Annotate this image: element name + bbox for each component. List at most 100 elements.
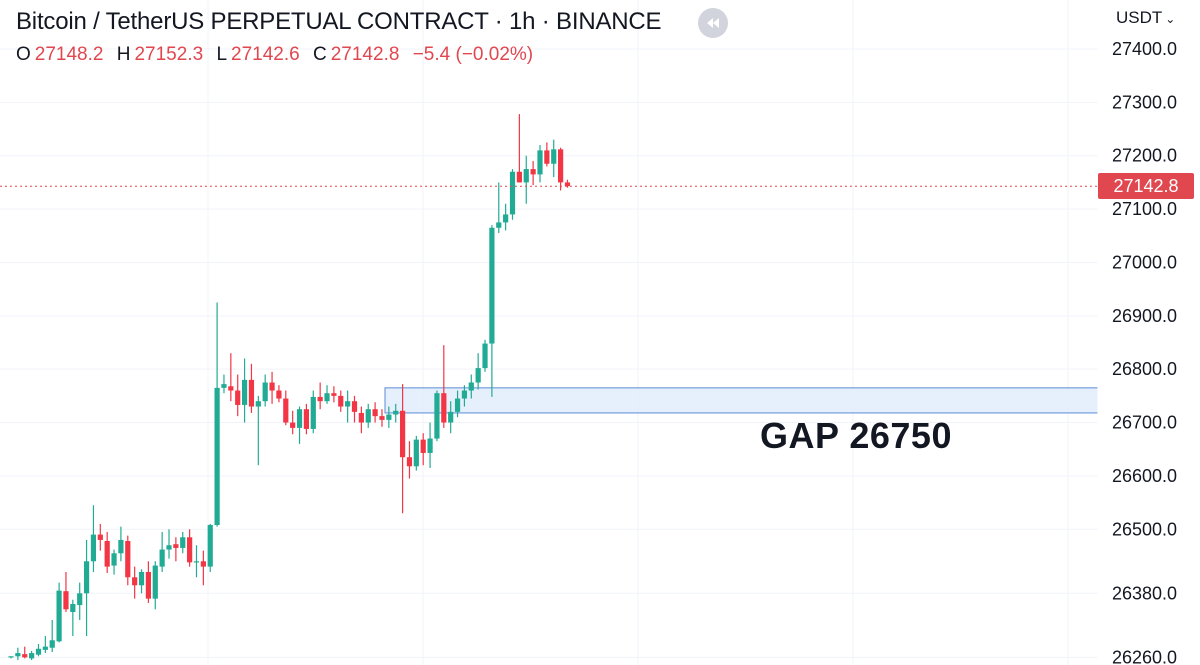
candle-body bbox=[406, 457, 413, 467]
y-tick-label: 26600.0 bbox=[1112, 466, 1177, 486]
candle-body bbox=[461, 390, 468, 399]
rewind-icon[interactable] bbox=[698, 8, 728, 38]
candle-body bbox=[77, 593, 83, 606]
ohlc-low-key: L bbox=[216, 44, 228, 65]
candle-body bbox=[448, 411, 454, 423]
candle-body bbox=[241, 379, 248, 405]
candle-body bbox=[187, 537, 193, 563]
candle-body bbox=[317, 396, 323, 402]
candle-body bbox=[338, 395, 344, 407]
ohlc-high-value: 27152.3 bbox=[134, 44, 204, 65]
y-tick-label: 27200.0 bbox=[1112, 146, 1177, 166]
candle-body bbox=[489, 227, 495, 344]
candle-body bbox=[152, 565, 158, 599]
candle-body bbox=[159, 549, 165, 567]
gap-zone bbox=[384, 387, 1099, 414]
ohlc-close-value: 27142.8 bbox=[330, 44, 400, 65]
candle-body bbox=[132, 577, 138, 586]
candle-body bbox=[537, 150, 543, 175]
candle-body bbox=[345, 401, 351, 407]
candle-body bbox=[262, 382, 268, 402]
candle-body bbox=[523, 169, 529, 183]
candle-body bbox=[551, 149, 557, 164]
candle-body bbox=[255, 401, 261, 407]
candle-body bbox=[83, 561, 90, 594]
candle-body bbox=[97, 534, 103, 540]
candle-body bbox=[372, 409, 378, 417]
candle-body bbox=[276, 390, 282, 399]
ohlc-open-key: O bbox=[16, 44, 31, 65]
candle-body bbox=[269, 382, 275, 391]
candle-body bbox=[214, 387, 220, 525]
candle-body bbox=[180, 537, 186, 548]
candle-body bbox=[248, 379, 255, 407]
candle-body bbox=[207, 524, 213, 567]
candle-body bbox=[393, 410, 399, 415]
candle-body bbox=[200, 561, 206, 567]
candle-body bbox=[145, 571, 151, 599]
currency-label: USDT bbox=[1116, 8, 1163, 27]
candle-body bbox=[564, 182, 571, 187]
candle-body bbox=[173, 544, 179, 548]
candle-body bbox=[558, 149, 564, 183]
candle-body bbox=[413, 439, 419, 467]
candle-body bbox=[63, 591, 69, 610]
candle-body bbox=[35, 648, 42, 655]
candle-body bbox=[118, 539, 124, 554]
ohlc-high-key: H bbox=[116, 44, 131, 65]
candle-body bbox=[193, 561, 200, 563]
candle-body bbox=[482, 343, 488, 369]
y-tick-label: 27400.0 bbox=[1112, 39, 1177, 59]
candle-body bbox=[166, 545, 172, 550]
candle-body bbox=[296, 409, 303, 428]
candle-body bbox=[530, 169, 536, 175]
y-tick-label: 26700.0 bbox=[1112, 413, 1177, 433]
candle-body bbox=[8, 656, 14, 658]
y-tick-label: 26900.0 bbox=[1112, 306, 1177, 326]
y-tick-label: 27000.0 bbox=[1112, 252, 1177, 272]
candle-body bbox=[228, 386, 234, 391]
candle-body bbox=[290, 422, 296, 428]
candle-body bbox=[303, 409, 310, 429]
candle-body bbox=[310, 396, 316, 429]
candle-body bbox=[111, 553, 117, 566]
symbol-title[interactable]: Bitcoin / TetherUS PERPETUAL CONTRACT · … bbox=[16, 8, 662, 35]
candle-body bbox=[496, 222, 502, 228]
candle-body bbox=[125, 541, 131, 578]
candle-body bbox=[90, 534, 97, 562]
y-tick-label: 26260.0 bbox=[1112, 647, 1177, 665]
candle-body bbox=[104, 541, 110, 567]
candle-body bbox=[15, 653, 21, 657]
last-price-tag: 27142.8 bbox=[1098, 173, 1194, 200]
candle-body bbox=[56, 590, 62, 642]
candle-body bbox=[379, 416, 385, 420]
ohlc-close-key: C bbox=[313, 44, 327, 65]
candle-body bbox=[441, 393, 447, 423]
candle-body bbox=[454, 398, 461, 412]
candle-body bbox=[331, 393, 337, 396]
y-tick-label: 27100.0 bbox=[1112, 199, 1177, 219]
candle-body bbox=[509, 171, 516, 215]
candle-body bbox=[49, 640, 55, 648]
candle-body bbox=[351, 401, 358, 412]
candle-body bbox=[221, 384, 227, 388]
candle-body bbox=[399, 410, 406, 458]
candle-body bbox=[427, 438, 433, 453]
candle-body bbox=[516, 171, 522, 183]
candle-body bbox=[468, 382, 474, 391]
candle-body bbox=[358, 412, 364, 423]
candle-body bbox=[42, 646, 48, 650]
candle-body bbox=[434, 393, 440, 439]
candle-body bbox=[70, 603, 76, 612]
y-tick-label: 26800.0 bbox=[1112, 359, 1177, 379]
candle-body bbox=[365, 409, 371, 423]
candle-body bbox=[235, 390, 241, 405]
ohlc-low-value: 27142.6 bbox=[231, 44, 300, 65]
chevron-down-icon: ⌄ bbox=[1165, 12, 1176, 26]
candle-body bbox=[283, 398, 289, 423]
y-tick-label: 26380.0 bbox=[1112, 583, 1177, 603]
candle-body bbox=[503, 214, 509, 223]
currency-selector[interactable]: USDT ⌄ bbox=[1116, 8, 1175, 28]
